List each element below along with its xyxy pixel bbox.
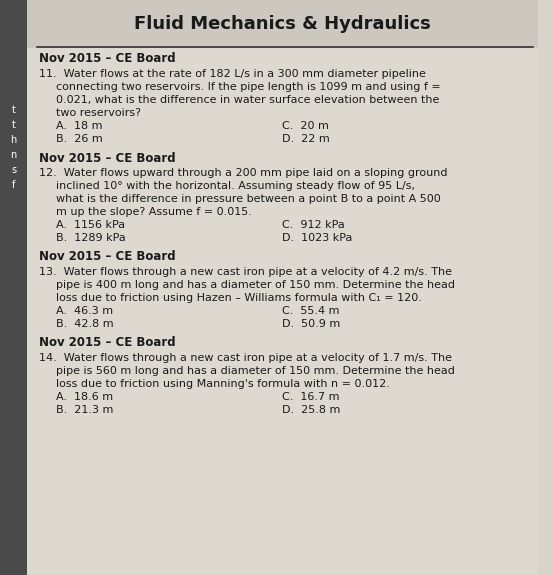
Text: D.  25.8 m: D. 25.8 m xyxy=(282,405,340,415)
Text: Fluid Mechanics & Hydraulics: Fluid Mechanics & Hydraulics xyxy=(133,15,430,33)
Text: pipe is 560 m long and has a diameter of 150 mm. Determine the head: pipe is 560 m long and has a diameter of… xyxy=(56,366,455,376)
Text: connecting two reservoirs. If the pipe length is 1099 m and using f =: connecting two reservoirs. If the pipe l… xyxy=(56,82,441,92)
Text: B.  21.3 m: B. 21.3 m xyxy=(56,405,114,415)
Text: loss due to friction using Manning's formula with n = 0.012.: loss due to friction using Manning's for… xyxy=(56,379,390,389)
Text: A.  18.6 m: A. 18.6 m xyxy=(56,392,113,402)
Text: two reservoirs?: two reservoirs? xyxy=(56,108,142,118)
Text: n: n xyxy=(11,150,17,160)
Text: C.  16.7 m: C. 16.7 m xyxy=(282,392,340,402)
Text: A.  46.3 m: A. 46.3 m xyxy=(56,306,113,316)
Bar xyxy=(27,0,538,48)
Text: t: t xyxy=(12,120,15,130)
Text: B.  42.8 m: B. 42.8 m xyxy=(56,319,114,329)
Text: 14.  Water flows through a new cast iron pipe at a velocity of 1.7 m/s. The: 14. Water flows through a new cast iron … xyxy=(39,353,452,363)
Text: Nov 2015 – CE Board: Nov 2015 – CE Board xyxy=(39,151,175,164)
Text: C.  912 kPa: C. 912 kPa xyxy=(282,220,345,230)
Text: loss due to friction using Hazen – Williams formula with C₁ = 120.: loss due to friction using Hazen – Willi… xyxy=(56,293,422,303)
Text: s: s xyxy=(11,165,16,175)
Text: m up the slope? Assume f = 0.015.: m up the slope? Assume f = 0.015. xyxy=(56,207,252,217)
Text: pipe is 400 m long and has a diameter of 150 mm. Determine the head: pipe is 400 m long and has a diameter of… xyxy=(56,280,455,290)
Text: C.  20 m: C. 20 m xyxy=(282,121,329,131)
Text: 11.  Water flows at the rate of 182 L/s in a 300 mm diameter pipeline: 11. Water flows at the rate of 182 L/s i… xyxy=(39,69,426,79)
Text: B.  1289 kPa: B. 1289 kPa xyxy=(56,233,126,243)
Text: inclined 10° with the horizontal. Assuming steady flow of 95 L/s,: inclined 10° with the horizontal. Assumi… xyxy=(56,181,415,191)
Text: Nov 2015 – CE Board: Nov 2015 – CE Board xyxy=(39,52,175,66)
Bar xyxy=(0,0,27,575)
Text: A.  18 m: A. 18 m xyxy=(56,121,103,131)
Text: f: f xyxy=(12,180,15,190)
Text: 0.021, what is the difference in water surface elevation between the: 0.021, what is the difference in water s… xyxy=(56,95,440,105)
Text: Nov 2015 – CE Board: Nov 2015 – CE Board xyxy=(39,251,175,263)
Text: C.  55.4 m: C. 55.4 m xyxy=(282,306,340,316)
Text: D.  1023 kPa: D. 1023 kPa xyxy=(282,233,352,243)
Text: what is the difference in pressure between a point B to a point A 500: what is the difference in pressure betwe… xyxy=(56,194,441,204)
Text: D.  22 m: D. 22 m xyxy=(282,134,330,144)
Text: h: h xyxy=(11,135,17,145)
Text: D.  50.9 m: D. 50.9 m xyxy=(282,319,340,329)
Text: B.  26 m: B. 26 m xyxy=(56,134,103,144)
Text: Nov 2015 – CE Board: Nov 2015 – CE Board xyxy=(39,336,175,350)
Text: 12.  Water flows upward through a 200 mm pipe laid on a sloping ground: 12. Water flows upward through a 200 mm … xyxy=(39,168,447,178)
Text: 13.  Water flows through a new cast iron pipe at a velocity of 4.2 m/s. The: 13. Water flows through a new cast iron … xyxy=(39,267,452,277)
Text: A.  1156 kPa: A. 1156 kPa xyxy=(56,220,126,230)
Text: t: t xyxy=(12,105,15,115)
